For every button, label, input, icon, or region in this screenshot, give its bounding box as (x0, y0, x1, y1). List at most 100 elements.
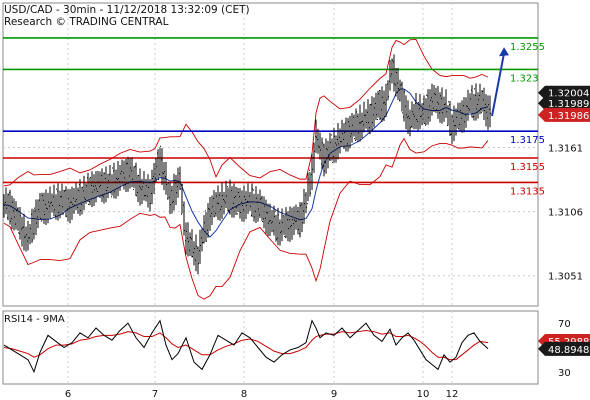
price-bar (417, 102, 419, 131)
price-bar (181, 184, 183, 215)
price-bar (403, 89, 405, 122)
x-tick-label: 9 (331, 389, 337, 400)
price-bar (145, 178, 147, 202)
price-bar (337, 123, 339, 160)
price-bar (21, 216, 23, 247)
price-tag-label: 1.32004 (548, 89, 589, 100)
price-bar (305, 192, 307, 214)
price-bar (369, 103, 371, 135)
price-bar (299, 202, 301, 238)
rsi-tick-label: 30 (558, 368, 571, 379)
price-bar (429, 89, 431, 122)
price-bar (375, 92, 377, 121)
price-bar (15, 201, 17, 230)
price-bar (71, 186, 73, 220)
price-bar (91, 171, 93, 208)
price-bar (407, 100, 409, 135)
price-bar (3, 194, 5, 218)
price-bar (61, 183, 63, 215)
price-bar (351, 112, 353, 143)
price-tag-label: 1.31989 (548, 99, 589, 110)
price-bar (425, 94, 427, 126)
price-bar (451, 114, 453, 144)
price-bar (431, 83, 433, 116)
price-bar (153, 163, 155, 194)
price-bar (135, 162, 137, 197)
price-bar (243, 185, 245, 222)
price-bar (463, 97, 465, 133)
y-tick-label: 1.3106 (548, 208, 583, 219)
price-bar (205, 210, 207, 242)
rsi-ma-line (3, 329, 489, 361)
price-bar (169, 182, 171, 215)
rsi-line (3, 319, 489, 374)
price-bar (355, 108, 357, 142)
forecast-arrow (491, 47, 509, 117)
price-bar (287, 211, 289, 242)
price-bar (187, 222, 189, 257)
price-bar (371, 96, 373, 133)
chart-subtitle: Research © TRADING CENTRAL (4, 16, 169, 28)
price-bar (199, 229, 201, 264)
price-bar (63, 189, 65, 215)
price-bar (389, 60, 391, 91)
price-bar (119, 164, 121, 191)
price-bar (347, 117, 349, 152)
price-bar (19, 207, 21, 240)
price-bar (255, 186, 257, 224)
price-bar (443, 96, 445, 122)
price-bar (367, 99, 369, 133)
price-bar (461, 100, 463, 133)
price-bar (319, 132, 321, 160)
price-bar (385, 83, 387, 118)
price-bar (393, 54, 395, 92)
price-bar (345, 117, 347, 152)
x-tick-label: 8 (241, 389, 247, 400)
price-bar (239, 188, 241, 219)
price-bar (477, 92, 479, 119)
y-tick-label: 1.3161 (548, 144, 583, 155)
rsi-panel (2, 310, 539, 385)
forecast-line (491, 53, 505, 117)
price-bar (361, 112, 363, 139)
price-bar (245, 191, 247, 220)
price-bar (269, 203, 271, 236)
price-bar (53, 184, 55, 217)
price-bar (151, 169, 153, 205)
price-bar (317, 128, 319, 154)
rsi-lines (3, 319, 489, 374)
price-bar (309, 169, 311, 197)
price-bar (89, 176, 91, 206)
x-tick-label: 10 (417, 389, 430, 400)
price-bar (353, 114, 355, 140)
price-bar (51, 193, 53, 213)
price-bar (271, 209, 273, 233)
price-bar (231, 186, 233, 218)
price-bar (329, 132, 331, 161)
price-bar (349, 115, 351, 149)
price-bar (79, 179, 81, 216)
price-bar (133, 166, 135, 190)
price-bar (41, 192, 43, 222)
price-bar (279, 219, 281, 246)
price-bar (229, 179, 231, 215)
price-bar (439, 92, 441, 123)
price-bar (473, 88, 475, 121)
price-bar (213, 190, 215, 218)
price-bar (17, 207, 19, 234)
price-bar (489, 95, 491, 128)
price-bar (273, 205, 275, 236)
price-bar (289, 206, 291, 242)
price-bar (265, 199, 267, 234)
price-bar (189, 232, 191, 256)
price-bar (453, 105, 455, 142)
price-bar (263, 196, 265, 229)
price-bar (123, 160, 125, 190)
price-bar (171, 185, 173, 214)
price-bar (233, 183, 235, 218)
price-bar (99, 171, 101, 198)
price-bar (147, 174, 149, 208)
price-bar (149, 179, 151, 212)
price-bar (335, 135, 337, 163)
